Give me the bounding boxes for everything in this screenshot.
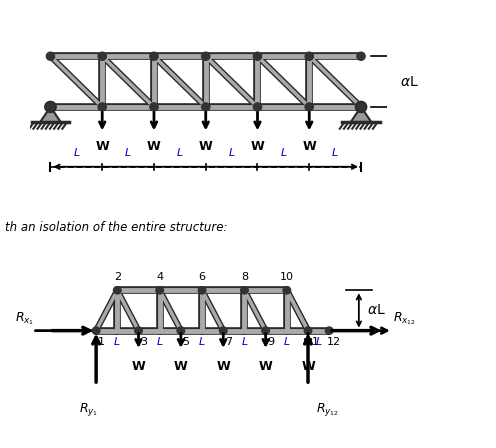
Text: W: W xyxy=(199,140,213,153)
Circle shape xyxy=(304,327,312,334)
Polygon shape xyxy=(351,107,372,122)
Circle shape xyxy=(219,327,227,334)
Text: W: W xyxy=(259,360,272,373)
Text: 3: 3 xyxy=(140,337,147,347)
Circle shape xyxy=(325,327,333,334)
Circle shape xyxy=(241,287,248,294)
Text: $\alpha$L: $\alpha$L xyxy=(368,303,386,318)
Text: L: L xyxy=(157,336,163,346)
Text: $R_{y_1}$: $R_{y_1}$ xyxy=(79,401,98,418)
Circle shape xyxy=(114,287,121,294)
Text: L: L xyxy=(177,148,183,158)
Text: W: W xyxy=(131,360,145,373)
Text: $\alpha$L: $\alpha$L xyxy=(400,74,419,89)
Circle shape xyxy=(253,52,261,60)
Circle shape xyxy=(156,287,164,294)
Text: th an isolation of the entire structure:: th an isolation of the entire structure: xyxy=(5,221,228,234)
Text: $R_{x_1}$: $R_{x_1}$ xyxy=(15,311,35,327)
Circle shape xyxy=(357,103,365,111)
Text: 11: 11 xyxy=(306,337,320,347)
Text: L: L xyxy=(242,336,248,346)
Text: W: W xyxy=(147,140,161,153)
Circle shape xyxy=(92,327,100,334)
Circle shape xyxy=(98,103,106,111)
Text: L: L xyxy=(73,148,79,158)
Text: 6: 6 xyxy=(198,272,205,282)
Text: L: L xyxy=(125,148,131,158)
Circle shape xyxy=(355,101,367,112)
Text: W: W xyxy=(301,360,315,373)
Text: L: L xyxy=(280,148,287,158)
Text: W: W xyxy=(216,360,230,373)
Text: L: L xyxy=(199,336,205,346)
Circle shape xyxy=(46,52,55,60)
Circle shape xyxy=(283,287,291,294)
Text: W: W xyxy=(303,140,316,153)
Text: L: L xyxy=(315,336,322,346)
Text: 8: 8 xyxy=(241,272,248,282)
Text: 10: 10 xyxy=(280,272,294,282)
Circle shape xyxy=(305,103,313,111)
Text: L: L xyxy=(332,148,338,158)
Circle shape xyxy=(98,52,106,60)
Text: 9: 9 xyxy=(267,337,274,347)
Text: L: L xyxy=(284,336,290,346)
Circle shape xyxy=(135,327,142,334)
Text: L: L xyxy=(229,148,235,158)
Text: $R_{x_{12}}$: $R_{x_{12}}$ xyxy=(393,311,416,327)
Text: 4: 4 xyxy=(156,272,163,282)
Text: 5: 5 xyxy=(183,337,189,347)
Text: W: W xyxy=(174,360,188,373)
Polygon shape xyxy=(40,107,61,122)
Text: 1: 1 xyxy=(98,337,105,347)
Text: 12: 12 xyxy=(327,337,341,347)
Circle shape xyxy=(201,52,210,60)
Circle shape xyxy=(198,287,206,294)
Circle shape xyxy=(150,103,158,111)
Circle shape xyxy=(177,327,185,334)
Circle shape xyxy=(305,52,313,60)
Text: W: W xyxy=(250,140,264,153)
Text: 2: 2 xyxy=(114,272,121,282)
Text: $R_{y_{12}}$: $R_{y_{12}}$ xyxy=(316,401,340,418)
Circle shape xyxy=(262,327,269,334)
Text: L: L xyxy=(114,336,121,346)
Circle shape xyxy=(357,52,365,60)
Circle shape xyxy=(46,103,55,111)
Circle shape xyxy=(201,103,210,111)
Circle shape xyxy=(150,52,158,60)
Text: W: W xyxy=(95,140,109,153)
Circle shape xyxy=(253,103,261,111)
Circle shape xyxy=(45,101,56,112)
Text: 7: 7 xyxy=(225,337,232,347)
